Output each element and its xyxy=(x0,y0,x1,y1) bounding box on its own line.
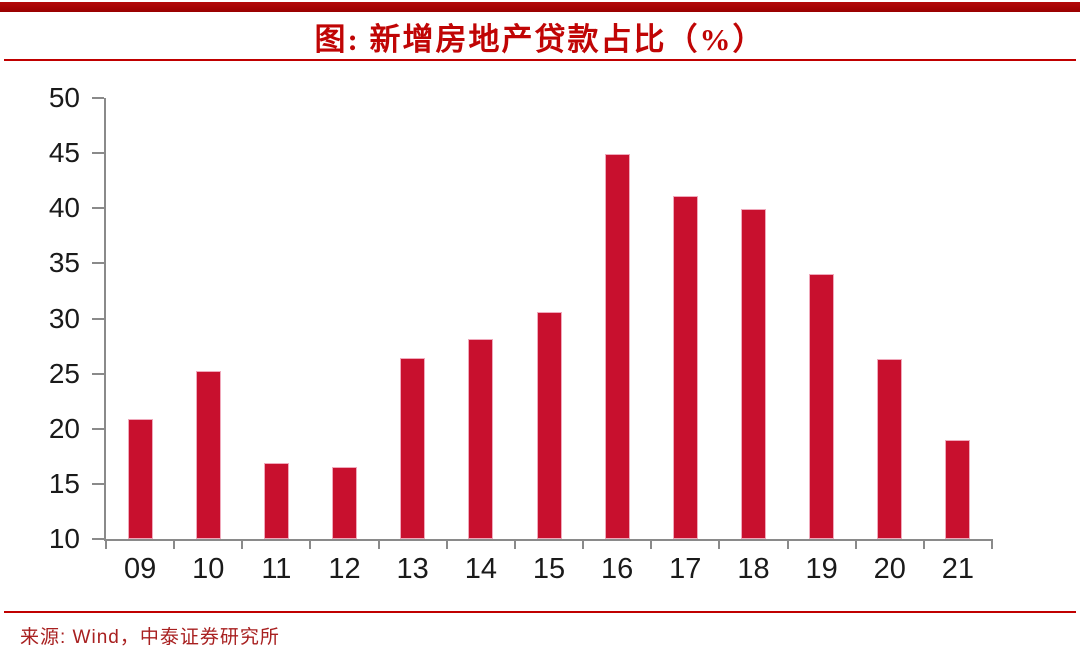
bar-19 xyxy=(809,274,835,539)
x-axis-tick-10 xyxy=(786,539,789,549)
y-axis-label-45: 45 xyxy=(48,137,80,169)
x-axis-tick-9 xyxy=(718,539,721,549)
source-note: 来源: Wind，中泰证券研究所 xyxy=(20,627,280,648)
bar-13 xyxy=(400,358,426,539)
x-axis-tick-2 xyxy=(241,539,244,549)
y-axis-tick-10 xyxy=(92,538,104,540)
x-axis-label-19: 19 xyxy=(805,553,838,585)
x-axis-label-09: 09 xyxy=(123,553,157,585)
x-axis-tick-13 xyxy=(991,539,993,549)
x-axis-tick-11 xyxy=(854,539,857,549)
y-axis-tick-30 xyxy=(92,317,104,320)
x-axis-tick-4 xyxy=(377,539,380,549)
y-axis-label-30: 30 xyxy=(48,302,80,334)
plot-area: 10 15 20 25 30 35 40 45 50 09 10 11 12 13 14 15 16 17 18 19… xyxy=(49,83,993,585)
x-axis-label-17: 17 xyxy=(669,553,702,585)
y-axis-tick-20 xyxy=(92,427,104,430)
y-axis-tick-45 xyxy=(92,152,104,155)
chart-title: 图: 新增房地产贷款占比（%） xyxy=(314,22,766,57)
bar-21 xyxy=(945,439,971,539)
x-axis-label-18: 18 xyxy=(737,553,770,585)
x-axis-tick-3 xyxy=(309,539,312,549)
bar-14 xyxy=(468,339,494,539)
bar-17 xyxy=(672,196,698,539)
bar-15 xyxy=(536,311,562,539)
y-axis-tick-40 xyxy=(92,207,104,210)
x-axis-label-14: 14 xyxy=(464,553,497,585)
footer-divider-line xyxy=(4,611,1076,613)
bar-09 xyxy=(127,418,153,539)
y-axis-tick-50 xyxy=(92,97,104,99)
bar-12 xyxy=(332,467,358,539)
x-axis-tick-6 xyxy=(513,539,516,549)
x-axis-tick-0 xyxy=(105,539,107,549)
y-axis-tick-25 xyxy=(92,372,104,375)
x-axis-tick-8 xyxy=(650,539,653,549)
title-divider-line xyxy=(4,59,1076,61)
bar-11 xyxy=(263,462,289,539)
y-axis-tick-15 xyxy=(92,482,104,485)
y-axis-label-10: 10 xyxy=(48,523,80,554)
y-axis-tick-35 xyxy=(92,262,104,265)
bar-18 xyxy=(740,209,766,539)
x-axis-tick-12 xyxy=(922,539,925,549)
y-axis-label-20: 20 xyxy=(48,412,80,444)
top-red-banner xyxy=(0,2,1080,12)
x-axis-label-21: 21 xyxy=(941,553,975,585)
x-axis-label-12: 12 xyxy=(328,553,361,585)
x-axis-label-11: 11 xyxy=(261,553,292,585)
x-axis-tick-7 xyxy=(582,539,585,549)
y-axis-label-35: 35 xyxy=(48,247,80,279)
y-axis-label-50: 50 xyxy=(48,82,80,113)
y-axis-label-40: 40 xyxy=(48,192,80,224)
y-axis-label-25: 25 xyxy=(48,357,80,389)
bar-20 xyxy=(877,359,903,539)
x-axis-tick-5 xyxy=(445,539,448,549)
x-axis-label-10: 10 xyxy=(192,553,225,585)
bar-10 xyxy=(195,371,221,539)
x-axis-tick-1 xyxy=(173,539,176,549)
bar-16 xyxy=(604,154,630,539)
y-axis-label-15: 15 xyxy=(48,467,80,499)
x-axis-label-16: 16 xyxy=(601,553,634,585)
x-axis-label-13: 13 xyxy=(396,553,429,585)
x-axis-label-20: 20 xyxy=(873,553,906,585)
x-axis-label-15: 15 xyxy=(532,553,566,585)
